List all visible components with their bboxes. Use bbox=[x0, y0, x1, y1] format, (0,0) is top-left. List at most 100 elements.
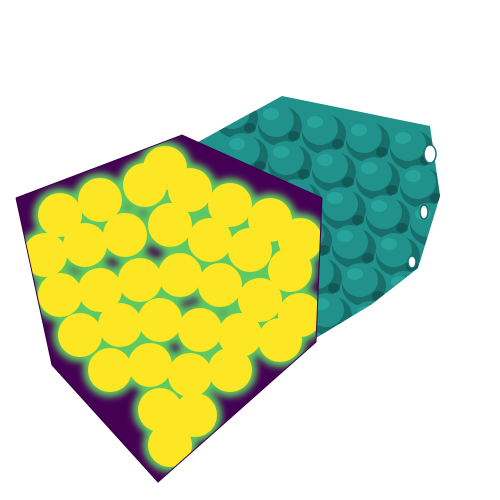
gyroid-lump bbox=[346, 119, 382, 153]
cube-yellow-blob bbox=[208, 183, 252, 227]
gyroid-lump bbox=[342, 263, 378, 297]
cube-yellow-blob bbox=[178, 308, 222, 352]
gyroid-lump-highlight bbox=[347, 268, 363, 280]
gyroid-lump-highlight bbox=[351, 124, 367, 136]
gyroid-lump-shadow bbox=[396, 312, 440, 338]
gyroid-lump-highlight bbox=[405, 170, 421, 182]
cube-yellow-blob bbox=[198, 263, 242, 307]
gyroid-lump bbox=[420, 241, 440, 275]
gyroid-lump bbox=[302, 111, 338, 145]
gyroid-lump-highlight bbox=[395, 132, 411, 144]
gyroid-lump bbox=[258, 103, 294, 137]
gyroid-lump-highlight bbox=[435, 284, 440, 296]
gyroid-hole bbox=[338, 321, 350, 331]
gyroid-lump bbox=[352, 301, 388, 335]
gyroid-lump bbox=[440, 317, 476, 351]
gyroid-hole bbox=[430, 193, 440, 203]
gyroid-hole bbox=[328, 283, 340, 293]
gyroid-hole bbox=[318, 245, 330, 255]
cube-yellow-blob bbox=[78, 178, 122, 222]
gyroid-hole bbox=[376, 147, 388, 157]
cube-yellow-blob bbox=[228, 228, 272, 272]
gyroid-lump-highlight bbox=[317, 154, 333, 166]
gyroid-lump-highlight bbox=[381, 238, 397, 250]
cube-yellow-blob bbox=[98, 303, 142, 347]
gyroid-lump bbox=[366, 195, 402, 229]
gyroid-side-openings bbox=[407, 144, 437, 269]
cube-yellow-blob bbox=[23, 233, 67, 277]
cube-yellow-blob bbox=[173, 393, 217, 437]
gyroid-lump-highlight bbox=[337, 230, 353, 242]
gyroid-lump bbox=[430, 279, 440, 313]
cube-yellow-blob bbox=[148, 423, 192, 467]
cube-yellow-blob bbox=[103, 213, 147, 257]
gyroid-lump-shadow bbox=[440, 320, 484, 360]
gyroid-lump bbox=[312, 149, 348, 183]
cube-yellow-blob bbox=[148, 203, 192, 247]
gyroid-hole bbox=[244, 123, 256, 133]
cube-high-region bbox=[23, 146, 322, 467]
gyroid-lump-shadow bbox=[420, 244, 440, 284]
gyroid-hole bbox=[362, 253, 374, 263]
gyroid-lump bbox=[390, 127, 426, 161]
cube-yellow-blob bbox=[168, 353, 212, 397]
gyroid-lump bbox=[322, 187, 358, 221]
gyroid-hole bbox=[470, 345, 482, 355]
gyroid-lump bbox=[400, 165, 436, 199]
gyroid-hole bbox=[416, 299, 428, 309]
gyroid-hole bbox=[332, 139, 344, 149]
cube-yellow-blob bbox=[138, 388, 182, 432]
cube-yellow-blob bbox=[208, 348, 252, 392]
gyroid-hole bbox=[426, 337, 438, 338]
cube-yellow-blob bbox=[88, 348, 132, 392]
gyroid-hole bbox=[352, 215, 364, 225]
gyroid-lump-highlight bbox=[371, 200, 387, 212]
cube-yellow-blob bbox=[258, 318, 302, 362]
gyroid-hole bbox=[298, 169, 310, 179]
cube-yellow-blob bbox=[58, 313, 102, 357]
cube-yellow-blob bbox=[168, 168, 212, 212]
cube-yellow-blob bbox=[238, 278, 282, 322]
gyroid-lump bbox=[332, 225, 368, 259]
cube-yellow-blob bbox=[158, 253, 202, 297]
gyroid-lump bbox=[214, 96, 250, 129]
cube-yellow-blob bbox=[128, 343, 172, 387]
gyroid-lump-shadow bbox=[430, 282, 440, 322]
gyroid-hole bbox=[288, 131, 300, 141]
cube-edges bbox=[15, 134, 323, 483]
cube-yellow-blob bbox=[188, 218, 232, 262]
volume-cube bbox=[15, 134, 323, 483]
gyroid-hole bbox=[386, 185, 398, 195]
cube-yellow-blob bbox=[38, 273, 82, 317]
cube-yellow-blob bbox=[38, 193, 82, 237]
gyroid-lump-highlight bbox=[307, 116, 323, 128]
gyroid-hole bbox=[382, 329, 394, 338]
gyroid-lump-highlight bbox=[327, 192, 343, 204]
gyroid-lump-highlight bbox=[445, 322, 461, 334]
gyroid-lump bbox=[356, 157, 392, 191]
cube-yellow-blob bbox=[138, 298, 182, 342]
gyroid-hole bbox=[372, 291, 384, 301]
gyroid-lump-highlight bbox=[219, 100, 235, 112]
cube-yellow-blob bbox=[63, 223, 107, 267]
gyroid-hole bbox=[342, 177, 354, 187]
gyroid-lump-highlight bbox=[361, 162, 377, 174]
gyroid-lump-highlight bbox=[357, 306, 373, 318]
gyroid-lump-highlight bbox=[273, 146, 289, 158]
gyroid-lump-highlight bbox=[229, 138, 245, 150]
gyroid-lump bbox=[386, 271, 422, 305]
cube-yellow-blob bbox=[118, 258, 162, 302]
gyroid-hole bbox=[450, 269, 462, 279]
cube-yellow-blob bbox=[78, 268, 122, 312]
gyroid-lump-highlight bbox=[425, 246, 440, 258]
gyroid-hole bbox=[460, 307, 472, 317]
gyroid-lump bbox=[376, 233, 412, 267]
gyroid-hole bbox=[440, 231, 452, 241]
gyroid-hole bbox=[396, 223, 408, 233]
gyroid-lump bbox=[396, 309, 432, 338]
gyroid-lump-highlight bbox=[391, 276, 407, 288]
cube-yellow-blob bbox=[268, 248, 312, 292]
gyroid-lump bbox=[268, 141, 304, 175]
